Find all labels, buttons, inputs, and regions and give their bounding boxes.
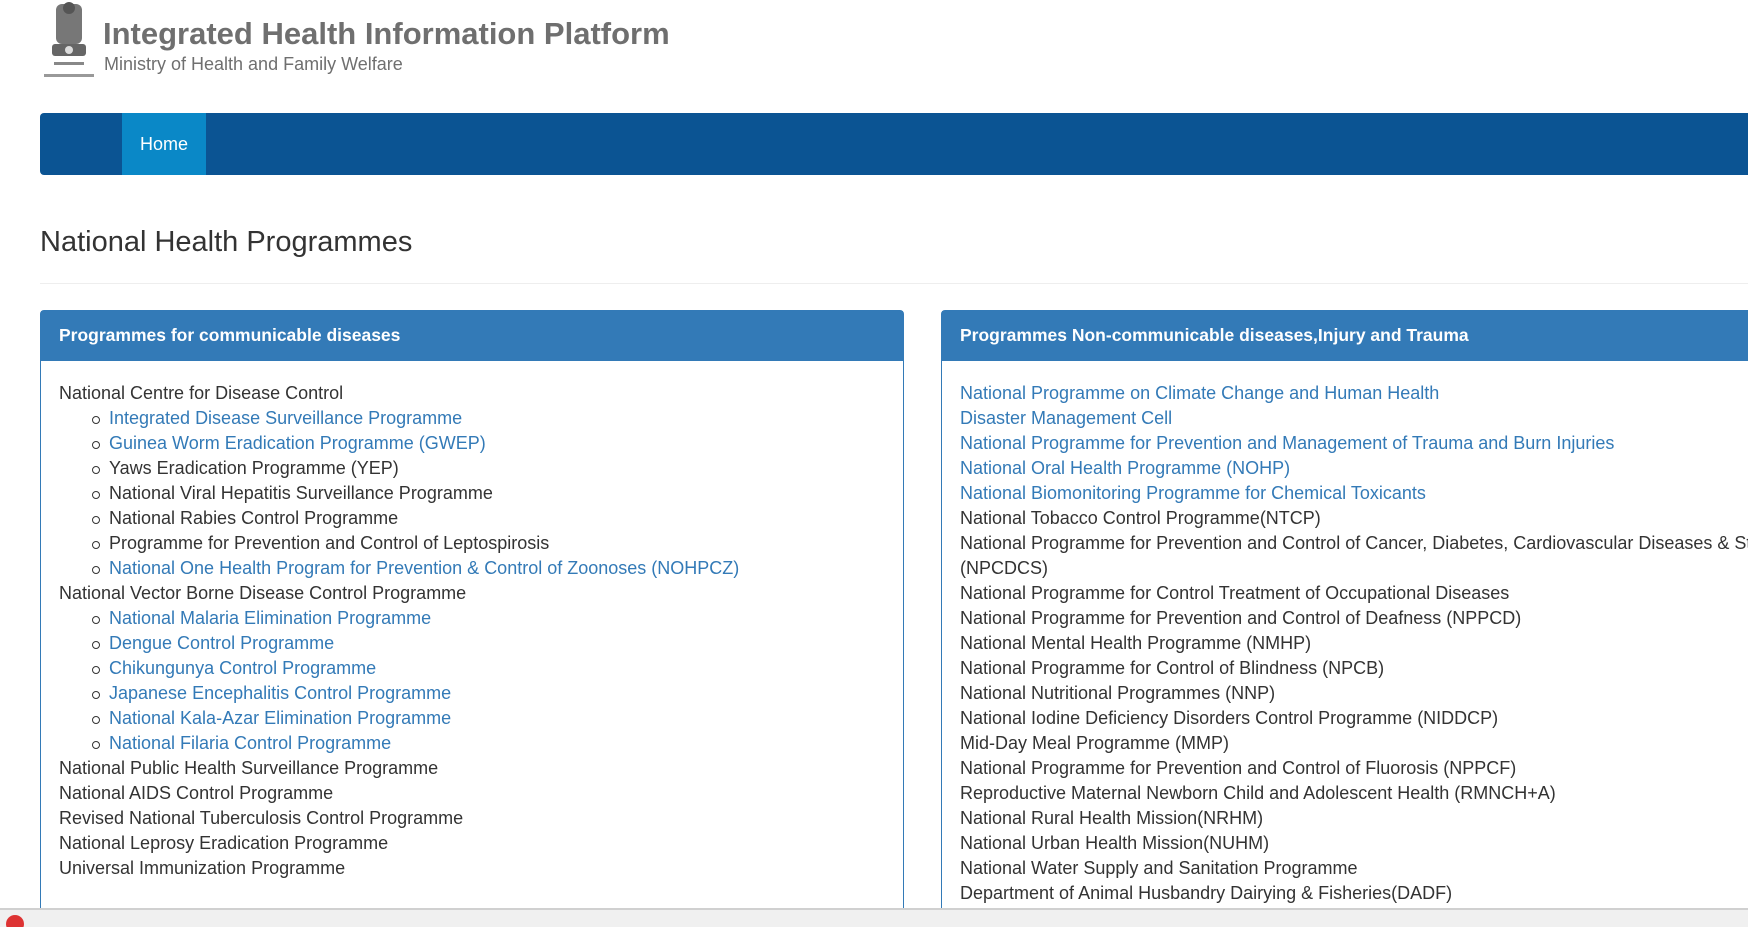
national-emblem-logo bbox=[44, 2, 94, 77]
programme-item: National Programme for Prevention and Co… bbox=[960, 608, 1522, 628]
page-title: National Health Programmes bbox=[40, 226, 413, 258]
site-title: Integrated Health Information Platform bbox=[103, 16, 670, 51]
programme-item: National AIDS Control Programme bbox=[59, 783, 334, 803]
programme-list: National Centre for Disease Control Integ… bbox=[41, 361, 903, 881]
programme-link[interactable]: National Oral Health Programme (NOHP) bbox=[960, 458, 1291, 478]
programme-item: National Leprosy Eradication Programme bbox=[59, 833, 389, 853]
programme-link[interactable]: Guinea Worm Eradication Programme (GWEP) bbox=[41, 431, 903, 456]
programme-link[interactable]: Japanese Encephalitis Control Programme bbox=[41, 681, 903, 706]
programme-item: National Rabies Control Programme bbox=[41, 506, 903, 531]
programme-link[interactable]: National Programme on Climate Change and… bbox=[960, 383, 1440, 403]
programme-link[interactable]: National Filaria Control Programme bbox=[41, 731, 903, 756]
programme-link[interactable]: National Malaria Elimination Programme bbox=[41, 606, 903, 631]
programme-item: National Mental Health Programme (NMHP) bbox=[960, 633, 1312, 653]
programme-item: National Programme for Control Treatment… bbox=[960, 583, 1510, 603]
programme-item: National Centre for Disease Control bbox=[59, 383, 344, 403]
programme-item: Programme for Prevention and Control of … bbox=[41, 531, 903, 556]
programme-item: National Programme for Prevention and Co… bbox=[960, 533, 1748, 553]
programme-list: National Programme on Climate Change and… bbox=[942, 361, 1748, 906]
programme-item: National Urban Health Mission(NUHM) bbox=[960, 833, 1270, 853]
programme-link[interactable]: National One Health Program for Preventi… bbox=[41, 556, 903, 581]
programme-item: National Vector Borne Disease Control Pr… bbox=[59, 583, 467, 603]
programme-item: National Programme for Control of Blindn… bbox=[960, 658, 1385, 678]
programme-item: Yaws Eradication Programme (YEP) bbox=[41, 456, 903, 481]
programme-link[interactable]: National Biomonitoring Programme for Che… bbox=[960, 483, 1426, 503]
programme-item: National Nutritional Programmes (NNP) bbox=[960, 683, 1276, 703]
programme-item: Universal Immunization Programme bbox=[59, 858, 346, 878]
programme-link[interactable]: Chikungunya Control Programme bbox=[41, 656, 903, 681]
nav-home[interactable]: Home bbox=[122, 113, 206, 175]
programme-link[interactable]: Integrated Disease Surveillance Programm… bbox=[41, 406, 903, 431]
programme-link[interactable]: Disaster Management Cell bbox=[960, 408, 1173, 428]
download-bar bbox=[0, 908, 1748, 927]
noncommunicable-panel: Programmes Non-communicable diseases,Inj… bbox=[941, 310, 1748, 927]
programme-link[interactable]: National Programme for Prevention and Ma… bbox=[960, 433, 1615, 453]
divider bbox=[40, 283, 1748, 284]
programme-item: National Public Health Surveillance Prog… bbox=[59, 758, 439, 778]
programme-item: National Tobacco Control Programme(NTCP) bbox=[960, 508, 1321, 528]
programme-item: Reproductive Maternal Newborn Child and … bbox=[960, 783, 1556, 803]
programme-item: (NPCDCS) bbox=[960, 558, 1048, 578]
programme-item: National Water Supply and Sanitation Pro… bbox=[960, 858, 1358, 878]
programme-item: Department of Animal Husbandry Dairying … bbox=[960, 883, 1453, 903]
programme-link[interactable]: Dengue Control Programme bbox=[41, 631, 903, 656]
panel-heading: Programmes for communicable diseases bbox=[41, 311, 903, 361]
site-subtitle: Ministry of Health and Family Welfare bbox=[104, 54, 403, 74]
download-file-icon[interactable] bbox=[6, 915, 24, 927]
main-navbar: Home bbox=[40, 113, 1748, 175]
programme-item: Mid-Day Meal Programme (MMP) bbox=[960, 733, 1230, 753]
programme-item: National Viral Hepatitis Surveillance Pr… bbox=[41, 481, 903, 506]
programme-item: National Programme for Prevention and Co… bbox=[960, 758, 1517, 778]
panel-heading: Programmes Non-communicable diseases,Inj… bbox=[942, 311, 1748, 361]
communicable-panel: Programmes for communicable diseases Nat… bbox=[40, 310, 904, 927]
programme-item: Revised National Tuberculosis Control Pr… bbox=[59, 808, 464, 828]
programme-link[interactable]: National Kala-Azar Elimination Programme bbox=[41, 706, 903, 731]
programme-item: National Iodine Deficiency Disorders Con… bbox=[960, 708, 1499, 728]
programme-item: National Rural Health Mission(NRHM) bbox=[960, 808, 1264, 828]
